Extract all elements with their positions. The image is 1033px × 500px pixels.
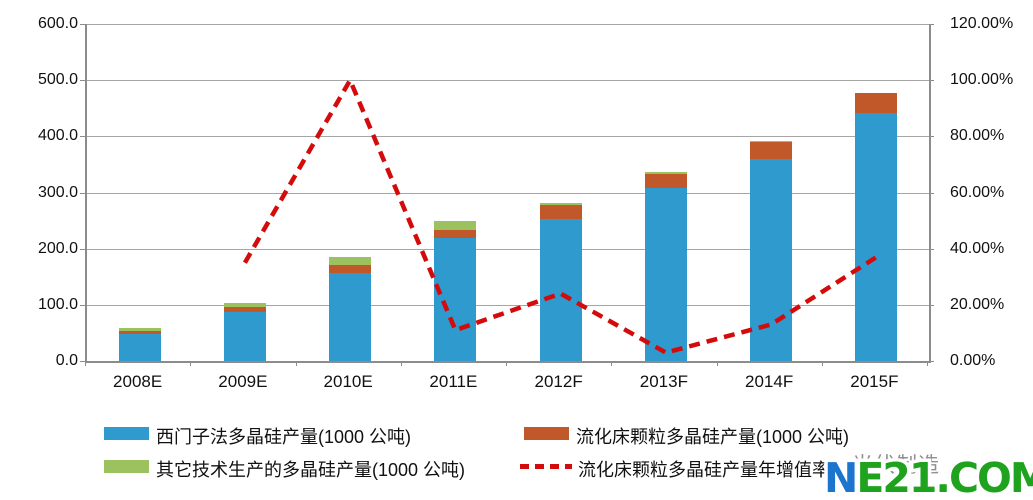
bar-segment-other-tech	[223, 302, 266, 307]
x-axis-label: 2013F	[639, 372, 688, 391]
bar-segment-siemens	[855, 113, 898, 361]
x-axis-tick	[821, 361, 823, 366]
left-axis-tick	[80, 192, 85, 194]
gridline	[87, 80, 929, 82]
right-axis-tick	[929, 304, 934, 306]
left-axis-tick-label: 600.0	[37, 15, 78, 32]
x-axis-tick	[400, 361, 402, 366]
left-axis-tick	[80, 136, 85, 138]
legend-swatch-siemens	[104, 427, 149, 440]
x-axis-label: 2015F	[850, 372, 899, 391]
gridline	[87, 24, 929, 25]
growth-rate-line-layer	[242, 77, 878, 355]
gridline	[87, 136, 929, 138]
bar-segment-siemens	[223, 311, 266, 361]
x-axis-tick	[716, 361, 718, 366]
right-axis-tick	[929, 361, 934, 362]
right-axis-tick-label: 0.00%	[950, 352, 996, 369]
gridline	[87, 248, 929, 250]
right-axis-tick	[929, 192, 934, 194]
x-axis-tick	[611, 361, 613, 366]
bar-segment-fluidized-bed	[855, 92, 898, 114]
legend-swatch-other-tech	[104, 460, 149, 473]
bar-segment-siemens	[118, 334, 161, 361]
legend-item-fluidized-bed: 流化床颗粒多晶硅产量(1000 公吨)	[524, 423, 849, 449]
left-axis-tick-label: 500.0	[37, 71, 78, 89]
legend-item-other-tech: 其它技术生产的多晶硅产量(1000 公吨)	[104, 456, 465, 482]
bar-segment-siemens	[644, 188, 687, 361]
x-axis-label: 2012F	[534, 372, 583, 391]
ne21-logo: NE21.COM NE21.COM	[821, 454, 1033, 500]
ne21-logo-text: NE21.COM	[824, 454, 1033, 500]
left-axis-tick	[80, 80, 85, 82]
bar-segment-siemens	[539, 219, 582, 361]
ne21-logo-first-letter: N	[824, 454, 858, 500]
bar-segment-other-tech	[118, 327, 161, 331]
bar-segment-other-tech	[644, 171, 687, 174]
x-axis-label: 2014F	[745, 372, 794, 391]
legend-label-siemens: 西门子法多晶硅产量(1000 公吨)	[156, 427, 412, 447]
left-axis-tick	[80, 361, 85, 362]
left-axis-tick	[80, 24, 85, 25]
legend-item-siemens: 西门子法多晶硅产量(1000 公吨)	[104, 423, 411, 449]
legend-label-other-tech: 其它技术生产的多晶硅产量(1000 公吨)	[156, 460, 466, 480]
right-axis-tick	[929, 248, 934, 250]
right-axis-tick-label: 40.00%	[950, 239, 1005, 257]
bar-segment-fluidized-bed	[434, 229, 477, 238]
bar-segment-fluidized-bed	[750, 141, 793, 159]
bar-segment-siemens	[434, 238, 477, 361]
legend-swatch-growth-rate-dashed-line	[520, 464, 572, 469]
left-axis-tick-label: 100.0	[37, 295, 78, 313]
plot-area	[85, 24, 931, 363]
x-axis-tick	[295, 361, 297, 366]
left-axis-tick	[80, 304, 85, 306]
x-axis-tick	[85, 361, 86, 366]
bar-segment-other-tech	[329, 257, 372, 265]
bar-segment-other-tech	[539, 203, 582, 205]
x-axis-label: 2009E	[218, 372, 268, 391]
left-axis-tick-label: 0.0	[55, 352, 78, 369]
gridline	[87, 304, 929, 306]
legend-label-growth-rate: 流化床颗粒多晶硅产量年增值率	[578, 460, 830, 480]
bar-segment-fluidized-bed	[539, 204, 582, 220]
right-axis-tick	[929, 80, 934, 82]
ne21-logo-rest: E21.COM	[856, 454, 1033, 500]
bar-segment-fluidized-bed	[644, 173, 687, 189]
ne21-logo-outline: NE21.COM	[821, 454, 1033, 500]
bar-segment-fluidized-bed	[329, 264, 372, 274]
bar-segment-siemens	[750, 158, 793, 361]
bar-segment-fluidized-bed	[118, 330, 161, 335]
left-axis-tick-label: 200.0	[37, 239, 78, 257]
x-axis-tick	[927, 361, 928, 366]
gridline	[87, 192, 929, 194]
bar-segment-other-tech	[434, 221, 477, 230]
x-axis-label: 2008E	[113, 372, 163, 391]
right-axis-tick	[929, 24, 934, 25]
x-axis-tick	[506, 361, 507, 366]
growth-rate-dashed-line	[242, 77, 878, 355]
right-axis-tick-label: 20.00%	[950, 295, 1005, 313]
bar-segment-other-tech	[750, 140, 793, 142]
right-axis-tick	[929, 136, 934, 138]
legend-label-fluidized-bed: 流化床颗粒多晶硅产量(1000 公吨)	[576, 427, 850, 447]
left-axis-tick	[80, 248, 85, 250]
x-axis-tick	[190, 361, 192, 366]
bar-segment-siemens	[329, 273, 372, 361]
left-axis-tick-label: 400.0	[37, 127, 78, 145]
x-axis-label: 2011E	[429, 372, 478, 391]
right-axis-tick-label: 80.00%	[950, 127, 1005, 145]
bar-segment-fluidized-bed	[223, 306, 266, 312]
right-axis-tick-label: 60.00%	[950, 183, 1005, 201]
legend-swatch-fluidized-bed	[524, 427, 569, 440]
watermark-gray-text: 光伏制造	[852, 454, 940, 477]
right-axis-tick-label: 100.00%	[950, 71, 1014, 89]
legend-item-growth-rate: 流化床颗粒多晶硅产量年增值率	[520, 456, 830, 482]
right-axis-tick-label: 120.00%	[950, 15, 1014, 32]
x-axis-label: 2010E	[323, 372, 373, 391]
left-axis-tick-label: 300.0	[37, 183, 78, 201]
